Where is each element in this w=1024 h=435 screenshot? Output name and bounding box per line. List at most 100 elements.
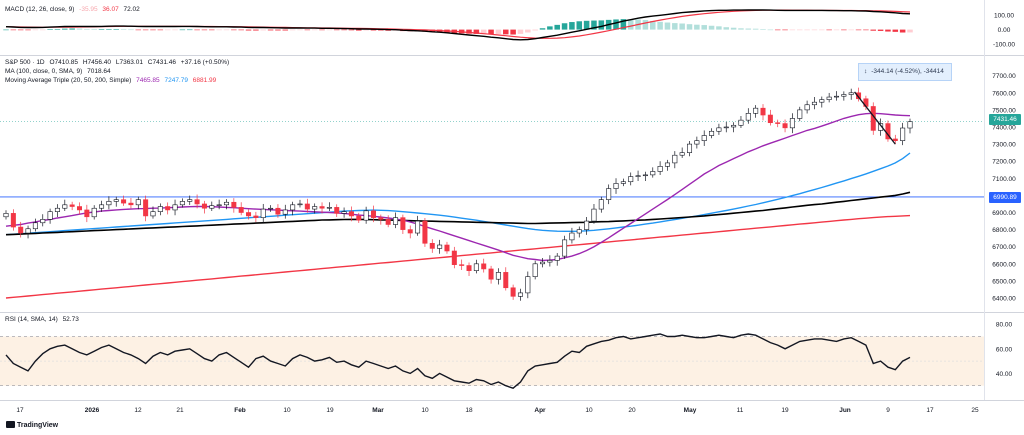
macd-hist-bar <box>503 29 509 35</box>
macd-hist-bar <box>157 29 164 31</box>
candle-body <box>32 222 38 230</box>
candle-body <box>701 135 707 141</box>
time-axis-label: Apr <box>534 407 546 414</box>
macd-hist-bar <box>297 29 303 31</box>
candle-body <box>907 121 913 129</box>
price-range-measure[interactable]: ↕ -344.14 (-4.52%), -34414 <box>858 63 952 81</box>
price-axis-label: 7600.00 <box>992 90 1016 97</box>
candle-body <box>488 268 494 280</box>
candle-body <box>716 127 722 132</box>
candle-body <box>268 207 274 210</box>
macd-hist-bar <box>547 26 553 30</box>
candle-body <box>319 206 325 209</box>
rsi-axis-label: 40.00 <box>996 371 1013 378</box>
symbol-label: S&P 500 · 1D <box>5 59 45 66</box>
candle-body <box>900 127 906 141</box>
price-axis-label: 7500.00 <box>992 107 1016 114</box>
candle-body <box>312 206 318 210</box>
candle-body <box>194 199 200 205</box>
time-axis-label: 17 <box>16 407 24 414</box>
time-axis-label: 10 <box>421 407 429 414</box>
macd-hist-bar <box>642 20 649 30</box>
macd-hist-bar <box>789 29 796 31</box>
macd-hist-bar <box>848 29 854 31</box>
macd-hist-bar <box>723 27 730 30</box>
candle-body <box>187 199 193 202</box>
candle-body <box>679 152 685 156</box>
close-value: C7431.46 <box>147 59 176 66</box>
candle-body <box>731 124 737 128</box>
candle-body <box>400 217 406 230</box>
mat-label: Moving Average Triple (20, 50, 200, Simp… <box>5 77 132 84</box>
macd-legend[interactable]: MACD (12, 26, close, 9) -35.95 36.07 72.… <box>5 5 143 14</box>
macd-hist-bar <box>267 29 274 31</box>
price-axis-label: 6600.00 <box>992 261 1016 268</box>
macd-hist-bar <box>128 29 134 31</box>
macd-hist-bar <box>752 28 759 30</box>
macd-hist-bar <box>54 29 61 30</box>
candle-body <box>385 219 391 225</box>
macd-hist-bar <box>363 29 369 31</box>
candle-body <box>723 126 729 129</box>
candle-body <box>841 94 847 97</box>
macd-hist-bar <box>480 29 487 34</box>
candle-body <box>878 123 884 131</box>
candle-body <box>540 261 546 265</box>
macd-hist-bar <box>539 28 546 30</box>
candle-body <box>128 202 134 206</box>
macd-hist-bar <box>76 28 83 30</box>
tradingview-logo[interactable]: TradingView <box>6 421 58 429</box>
macd-hist-bar <box>150 29 156 31</box>
candle-body <box>826 96 832 100</box>
macd-hist-bar <box>186 29 193 31</box>
macd-hist-bar <box>738 28 744 30</box>
macd-hist-bar <box>260 29 266 31</box>
candle-body <box>856 92 862 100</box>
candle-body <box>172 204 178 211</box>
macd-hist-bar <box>164 29 171 31</box>
ma-legend[interactable]: MA (100, close, 0, SMA, 9) 7018.64 <box>5 67 114 76</box>
candle-body <box>429 242 435 249</box>
macd-hist-bar <box>782 29 788 31</box>
macd-hist-bar <box>826 29 832 31</box>
candle-body <box>569 232 575 241</box>
candle-body <box>282 209 288 215</box>
change-value: +37.16 (+0.50%) <box>180 59 230 66</box>
macd-hist-bar <box>583 20 590 30</box>
brand-label: TradingView <box>17 422 59 429</box>
macd-hist-bar <box>885 29 891 32</box>
price-legend[interactable]: S&P 500 · 1D O7410.85 H7456.40 L7363.01 … <box>5 58 232 67</box>
time-axis-label: 2026 <box>85 407 100 414</box>
candle-body <box>517 292 523 297</box>
macd-hist-bar <box>62 28 68 30</box>
price-axis-label: 6800.00 <box>992 227 1016 234</box>
candle-body <box>664 162 670 167</box>
macd-hist-bar <box>892 29 899 32</box>
rsi-legend[interactable]: RSI (14, SMA, 14) 52.73 <box>5 315 82 324</box>
candle-body <box>106 201 112 206</box>
candle-body <box>370 210 376 218</box>
candle-body <box>672 154 678 164</box>
macd-hist-bar <box>591 20 597 30</box>
time-axis-label: 19 <box>326 407 334 414</box>
mat-value-1: 7465.85 <box>136 77 160 84</box>
macd-hist-bar <box>870 29 877 31</box>
candle-body <box>481 263 487 270</box>
macd-hist-bar <box>238 29 244 31</box>
macd-hist-bar <box>730 27 737 30</box>
candle-body <box>91 207 97 218</box>
macd-hist-bar <box>17 29 24 31</box>
macd-hist-bar <box>576 21 583 30</box>
candle-body <box>473 263 479 271</box>
candle-body <box>297 203 303 206</box>
candle-body <box>378 217 384 220</box>
price-candles <box>3 87 913 301</box>
candle-body <box>363 210 369 221</box>
macd-hist-bar <box>326 29 333 31</box>
macd-hist-bar <box>554 24 560 30</box>
macd-axis-label: 100.00 <box>994 12 1014 19</box>
candle-body <box>833 95 840 98</box>
mat-legend[interactable]: Moving Average Triple (20, 50, 200, Simp… <box>5 76 219 85</box>
time-axis-label: 17 <box>926 407 934 414</box>
